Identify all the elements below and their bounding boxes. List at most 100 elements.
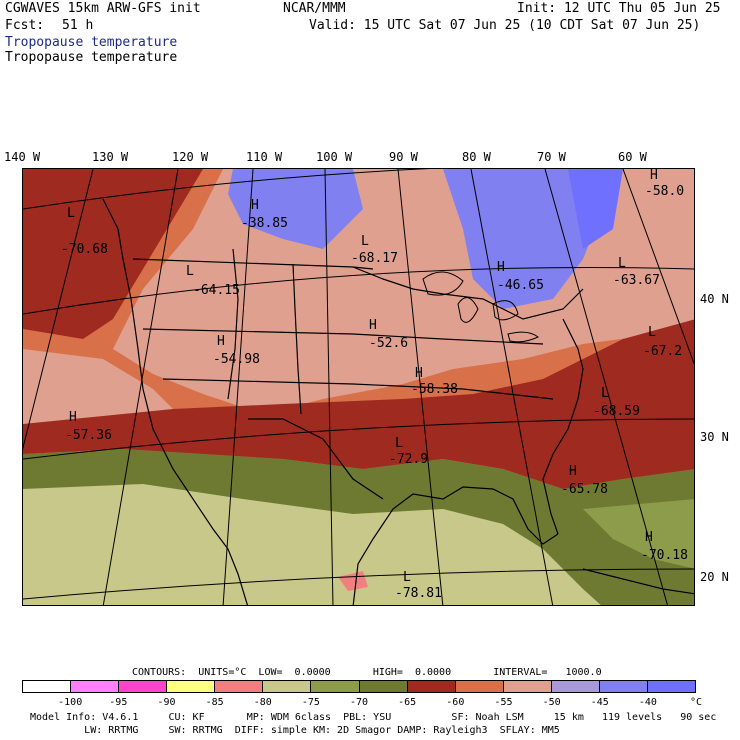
colorbar-tick-label: -90 bbox=[157, 697, 176, 708]
meridian-60w bbox=[622, 169, 694, 365]
great-lakes-border bbox=[352, 266, 584, 320]
lat-label-20n: 20 N bbox=[700, 570, 729, 584]
low-marker: L bbox=[648, 325, 656, 340]
colorbar-swatch bbox=[551, 681, 600, 692]
lon-label-100w: 100 W bbox=[316, 150, 353, 164]
colorbar-tick-label: -80 bbox=[253, 697, 272, 708]
high-marker: H bbox=[645, 530, 653, 545]
field-red-west bbox=[23, 169, 203, 339]
gulf-coast bbox=[352, 486, 559, 605]
state-line-b bbox=[292, 263, 302, 415]
high-marker: H bbox=[69, 410, 77, 425]
organization-label: NCAR/MMM bbox=[283, 1, 346, 16]
lake-erie bbox=[507, 331, 539, 343]
colorbar-tick-label: -70 bbox=[350, 697, 369, 708]
coastlines bbox=[102, 198, 694, 605]
lon-label-60w: 60 W bbox=[618, 150, 647, 164]
field-red-band bbox=[23, 319, 694, 489]
model-info-line: Model Info: V4.6.1 CU: KF MP: WDM 6class… bbox=[30, 712, 717, 723]
extrema-value: -72.9 bbox=[389, 452, 429, 467]
colorbar-swatch bbox=[119, 681, 168, 692]
colorbar-tick-label: -75 bbox=[301, 697, 320, 708]
low-marker: L bbox=[601, 386, 609, 401]
parallel-30n bbox=[23, 418, 694, 460]
colorbar-swatch bbox=[407, 681, 456, 692]
lon-label-80w: 80 W bbox=[462, 150, 491, 164]
extrema-value: -65.78 bbox=[561, 482, 608, 497]
state-line-c bbox=[142, 328, 544, 345]
high-marker: H bbox=[650, 168, 658, 183]
colorbar-swatch bbox=[167, 681, 216, 692]
low-marker: L bbox=[361, 234, 369, 249]
colorbar-tick-label: -95 bbox=[109, 697, 128, 708]
colorbar bbox=[22, 680, 696, 693]
meridian-100w bbox=[324, 169, 334, 605]
colorbar-tick-label: -40 bbox=[638, 697, 657, 708]
extrema-value: -68.17 bbox=[351, 251, 398, 266]
map-canvas bbox=[23, 169, 694, 605]
colorbar-tick-label: °C bbox=[690, 697, 703, 708]
extrema-value: -52.6 bbox=[369, 336, 409, 351]
colorbar-swatch bbox=[215, 681, 264, 692]
high-marker: H bbox=[415, 366, 423, 381]
high-marker: H bbox=[569, 464, 577, 479]
meridian-110w bbox=[222, 169, 254, 605]
valid-time: Valid: 15 UTC Sat 07 Jun 25 (10 CDT Sat … bbox=[309, 18, 701, 33]
colorbar-tick-label: -60 bbox=[446, 697, 465, 708]
map-panel[interactable]: L -70.68 H -38.85 L -64.15 L -68.17 H -4… bbox=[22, 168, 695, 606]
high-marker: H bbox=[217, 334, 225, 349]
field-title-primary: Tropopause temperature bbox=[5, 35, 178, 50]
contours-info: CONTOURS: UNITS=°C LOW= 0.0000 HIGH= 0.0… bbox=[132, 667, 602, 678]
atlantic-coast bbox=[542, 318, 584, 535]
field-title-secondary: Tropopause temperature bbox=[5, 50, 178, 65]
meridian-90w bbox=[397, 169, 444, 605]
high-marker: H bbox=[369, 318, 377, 333]
extrema-value: -63.67 bbox=[613, 273, 660, 288]
colorbar-swatch bbox=[648, 681, 696, 692]
caribbean-islands bbox=[582, 568, 694, 595]
high-marker: H bbox=[497, 260, 505, 275]
colorbar-tick-label: -55 bbox=[494, 697, 513, 708]
lon-label-90w: 90 W bbox=[389, 150, 418, 164]
great-lakes bbox=[422, 271, 539, 343]
state-line-a bbox=[227, 248, 239, 400]
colorbar-tick-label: -50 bbox=[542, 697, 561, 708]
field-blue-core bbox=[568, 169, 623, 249]
low-marker: L bbox=[67, 206, 75, 221]
extrema-value: -54.98 bbox=[213, 352, 260, 367]
parallel-40n bbox=[23, 266, 694, 315]
field-blue-northeast bbox=[443, 169, 613, 309]
colorbar-swatch bbox=[359, 681, 408, 692]
extrema-value: -68.59 bbox=[593, 404, 640, 419]
field-blue-northwest bbox=[228, 169, 363, 249]
state-line-d bbox=[162, 378, 554, 400]
pacific-coast bbox=[102, 198, 249, 605]
parallel-50n bbox=[23, 169, 431, 210]
extrema-value: -70.68 bbox=[61, 242, 108, 257]
lon-label-130w: 130 W bbox=[92, 150, 129, 164]
extrema-value: -70.18 bbox=[641, 548, 688, 563]
colorbar-tick-label: -85 bbox=[205, 697, 224, 708]
lat-label-30n: 30 N bbox=[700, 430, 729, 444]
lon-label-140w: 140 W bbox=[4, 150, 41, 164]
lake-huron bbox=[492, 300, 519, 321]
colorbar-swatch bbox=[503, 681, 552, 692]
extrema-value: -64.15 bbox=[193, 283, 240, 298]
physics-info-line: LW: RRTMG SW: RRTMG DIFF: simple KM: 2D … bbox=[30, 725, 560, 736]
colorbar-swatch bbox=[71, 681, 120, 692]
colorbar-tick-label: -65 bbox=[398, 697, 417, 708]
forecast-hour: 51 h bbox=[62, 18, 94, 33]
colorbar-tick-label: -45 bbox=[590, 697, 609, 708]
extrema-value: -58.0 bbox=[645, 184, 685, 199]
extrema-value: -58.38 bbox=[411, 382, 458, 397]
field-khaki-region bbox=[23, 484, 601, 605]
meridian-130w bbox=[23, 169, 94, 450]
low-marker: L bbox=[403, 570, 411, 585]
extrema-value: -57.36 bbox=[65, 428, 112, 443]
lon-label-70w: 70 W bbox=[537, 150, 566, 164]
lat-label-40n: 40 N bbox=[700, 292, 729, 306]
colorbar-swatch bbox=[311, 681, 360, 692]
colorbar-tick-label: -100 bbox=[58, 697, 83, 708]
extrema-value: -46.65 bbox=[497, 278, 544, 293]
low-marker: L bbox=[618, 256, 626, 271]
